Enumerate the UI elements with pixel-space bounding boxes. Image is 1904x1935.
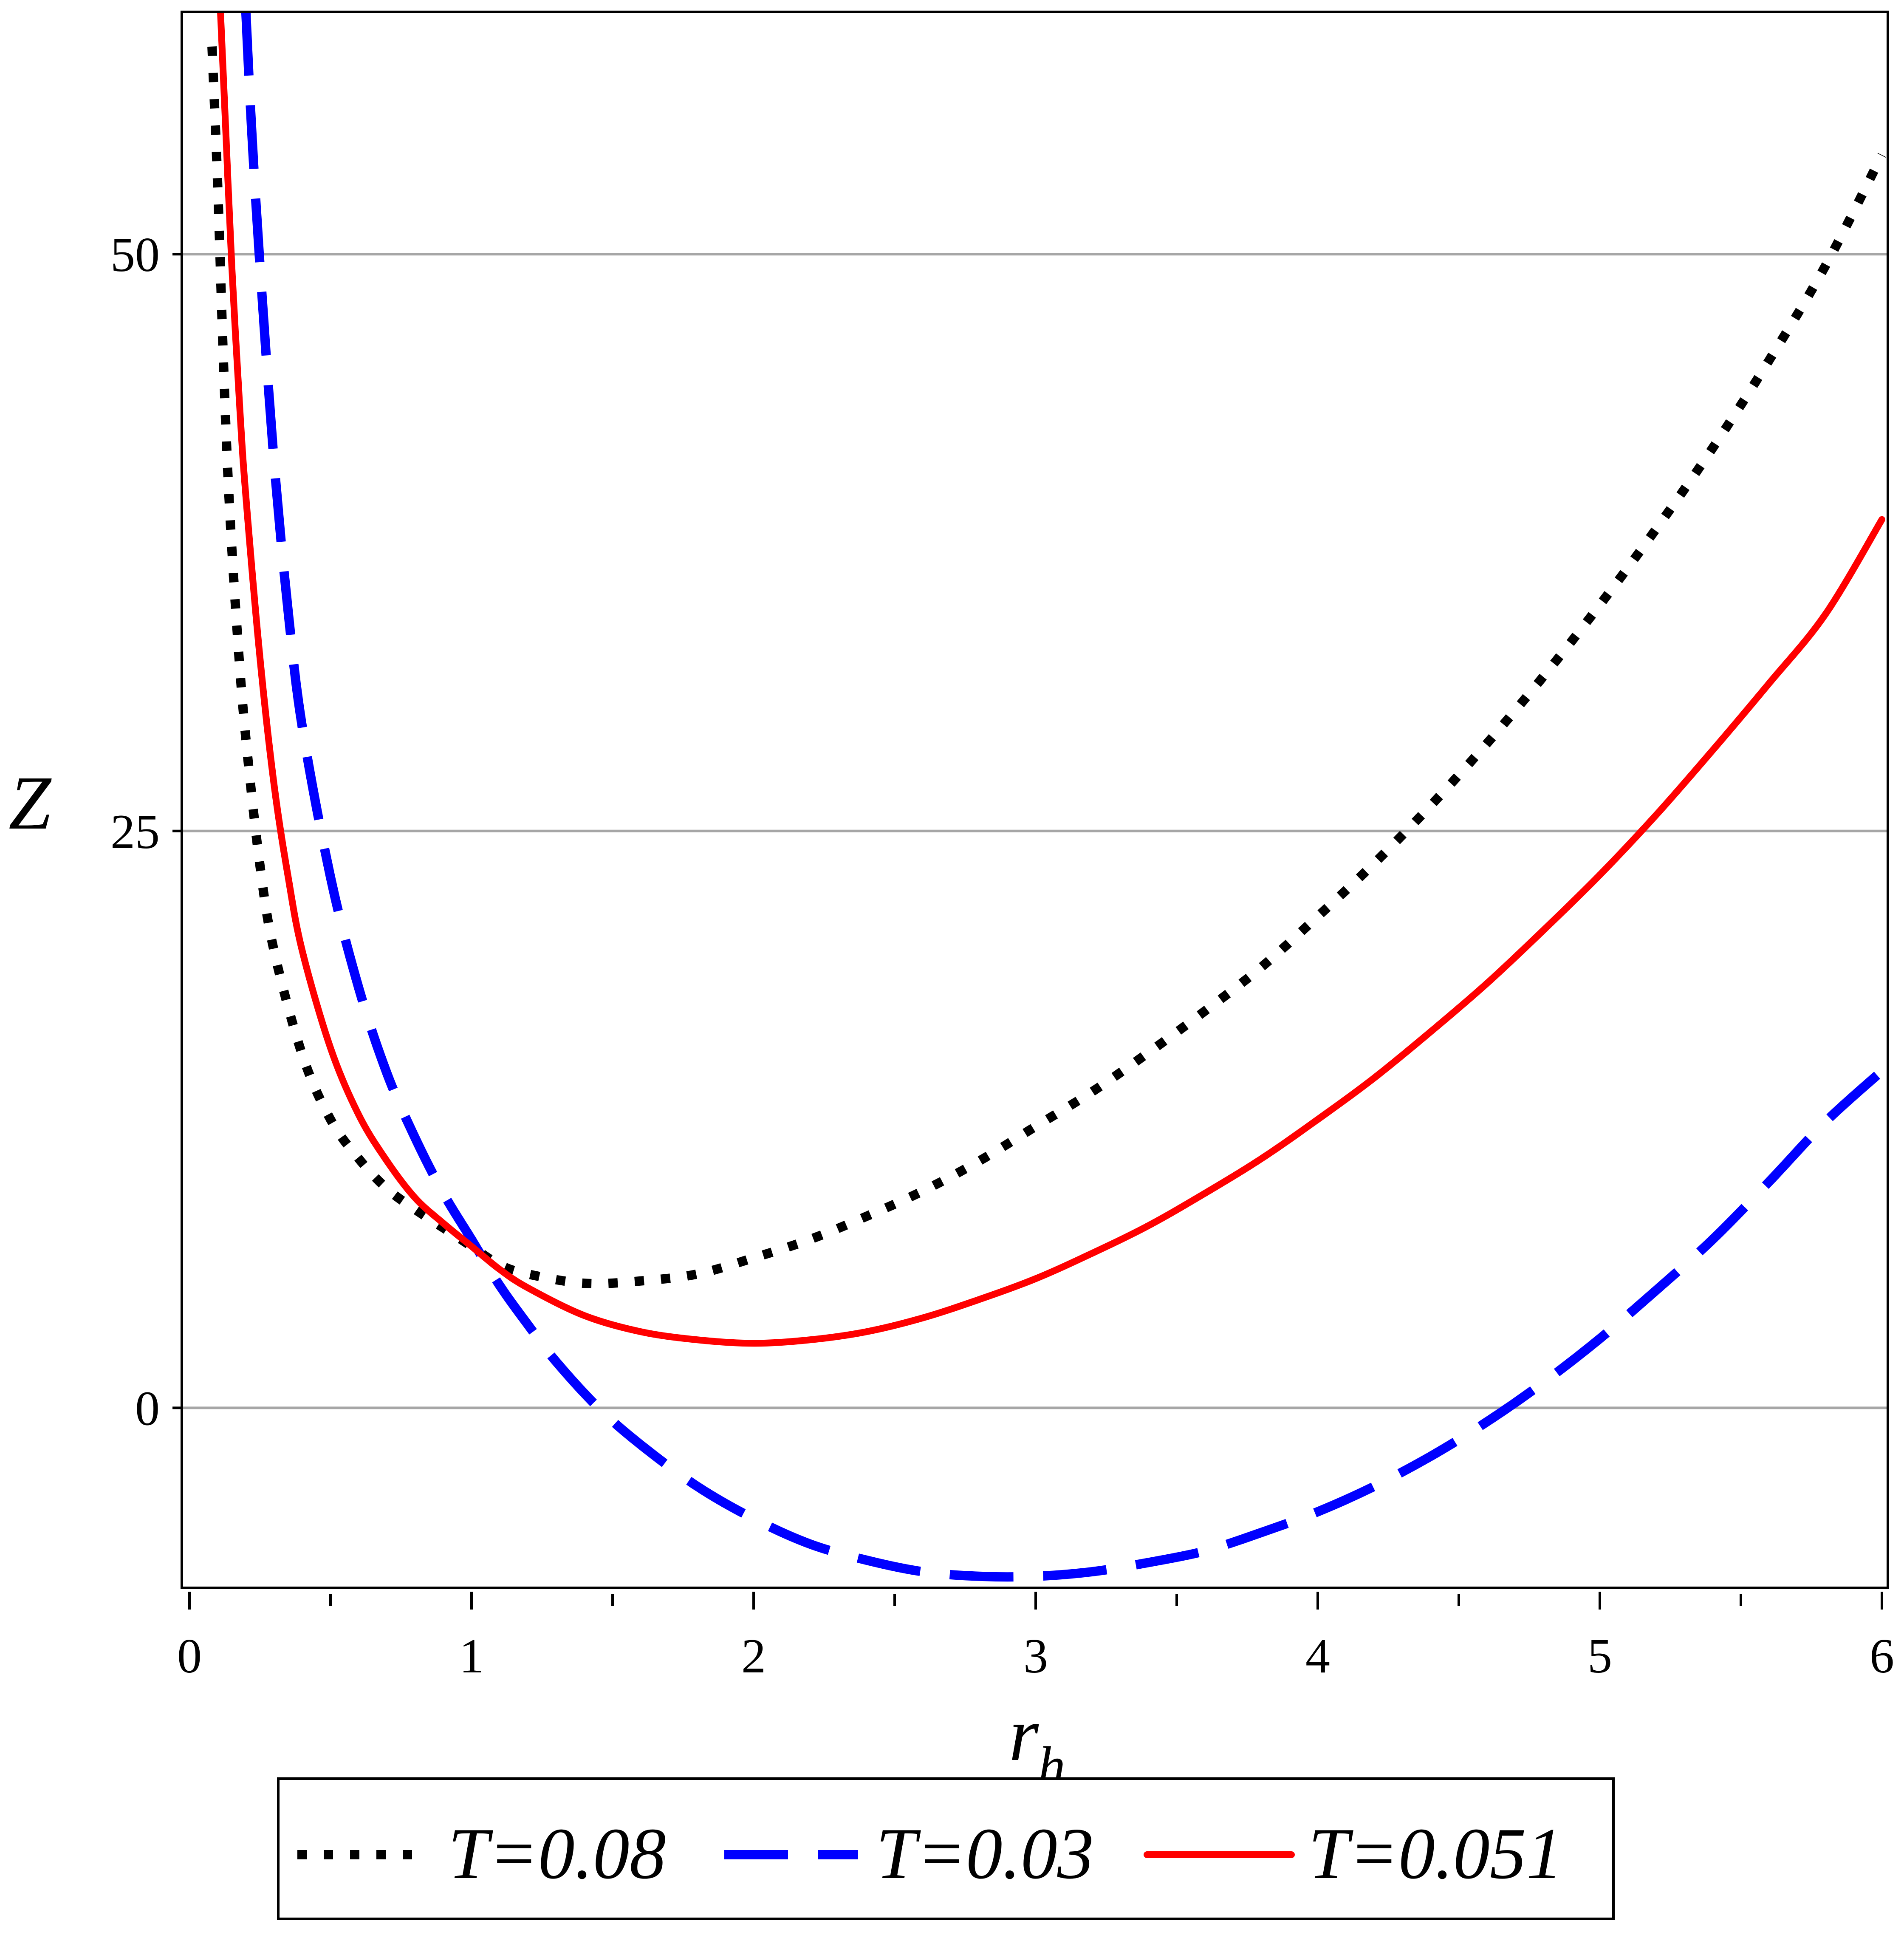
x-tick-label-6: 6 [1870,1629,1894,1683]
legend-label-1: T=0.03 [876,1813,1094,1894]
y-axis-label: Z [8,761,52,845]
legend-label-0: T=0.08 [448,1813,666,1894]
y-tick-label-0: 0 [135,1381,160,1436]
x-axis: 0 1 2 3 4 5 6 [177,1592,1894,1683]
x-tick-label-4: 4 [1305,1629,1330,1683]
gridlines [182,253,1888,1409]
y-tick-label-25: 25 [110,805,160,859]
series-line-2 [217,12,1885,1347]
y-tick-label-50: 50 [110,228,160,282]
plot-frame [181,11,1889,1589]
y-axis: 0 25 50 [110,228,182,1436]
x-axis-label: r [1009,1692,1039,1777]
x-tick-label-2: 2 [741,1629,766,1683]
x-tick-label-3: 3 [1023,1629,1048,1683]
x-tick-label-0: 0 [177,1629,202,1683]
x-tick-label-1: 1 [459,1629,484,1683]
plot-area [207,12,1886,1582]
legend-box [277,1777,1615,1920]
x-tick-label-5: 5 [1588,1629,1612,1683]
series-layer [207,12,1886,1582]
legend: T=0.08 T=0.03 T=0.051 [277,1777,1615,1920]
series-line-1 [241,12,1885,1582]
legend-label-2: T=0.051 [1308,1813,1563,1894]
